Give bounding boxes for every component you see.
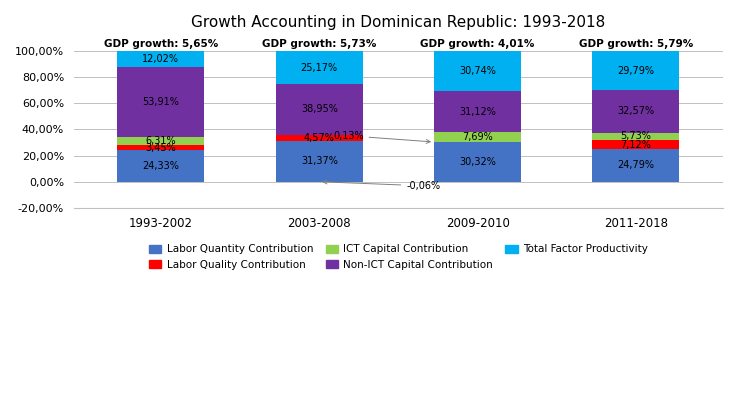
Text: 24,79%: 24,79% bbox=[618, 160, 655, 170]
Text: 5,73%: 5,73% bbox=[621, 131, 652, 141]
Text: 30,74%: 30,74% bbox=[459, 66, 496, 76]
Text: 6,31%: 6,31% bbox=[145, 136, 176, 146]
Text: 31,12%: 31,12% bbox=[459, 107, 496, 117]
Text: 12,02%: 12,02% bbox=[142, 54, 179, 64]
Text: -0,06%: -0,06% bbox=[323, 180, 441, 191]
Bar bbox=[276, 84, 363, 135]
Bar bbox=[434, 51, 521, 91]
Bar bbox=[117, 145, 204, 150]
Bar bbox=[593, 140, 680, 149]
Bar bbox=[593, 149, 680, 181]
Bar bbox=[434, 91, 521, 132]
Title: Growth Accounting in Dominican Republic: 1993-2018: Growth Accounting in Dominican Republic:… bbox=[191, 15, 606, 30]
Bar bbox=[117, 67, 204, 137]
Bar bbox=[593, 133, 680, 140]
Text: 29,79%: 29,79% bbox=[618, 66, 655, 76]
Bar bbox=[276, 141, 363, 181]
Text: 7,12%: 7,12% bbox=[621, 140, 652, 150]
Text: 24,33%: 24,33% bbox=[142, 161, 179, 171]
Bar bbox=[117, 137, 204, 145]
Text: GDP growth: 5,65%: GDP growth: 5,65% bbox=[104, 39, 218, 49]
Text: GDP growth: 5,73%: GDP growth: 5,73% bbox=[262, 39, 376, 49]
Bar bbox=[434, 132, 521, 142]
Bar bbox=[117, 51, 204, 67]
Legend: Labor Quantity Contribution, Labor Quality Contribution, ICT Capital Contributio: Labor Quantity Contribution, Labor Quali… bbox=[145, 240, 652, 274]
Text: 3,45%: 3,45% bbox=[145, 142, 176, 153]
Text: 38,95%: 38,95% bbox=[301, 104, 338, 114]
Bar bbox=[434, 142, 521, 181]
Text: 25,17%: 25,17% bbox=[300, 62, 338, 72]
Text: GDP growth: 4,01%: GDP growth: 4,01% bbox=[421, 39, 535, 49]
Bar bbox=[276, 51, 363, 84]
Bar bbox=[593, 51, 680, 90]
Text: 7,69%: 7,69% bbox=[462, 132, 493, 142]
Text: GDP growth: 5,79%: GDP growth: 5,79% bbox=[579, 39, 693, 49]
Text: 0,13%: 0,13% bbox=[333, 131, 430, 143]
Bar bbox=[276, 135, 363, 141]
Text: 4,57%: 4,57% bbox=[304, 133, 335, 143]
Text: 31,37%: 31,37% bbox=[301, 156, 338, 166]
Bar bbox=[117, 150, 204, 181]
Text: 32,57%: 32,57% bbox=[618, 106, 655, 116]
Text: 30,32%: 30,32% bbox=[459, 157, 496, 167]
Text: 53,91%: 53,91% bbox=[142, 97, 179, 107]
Bar bbox=[593, 90, 680, 133]
